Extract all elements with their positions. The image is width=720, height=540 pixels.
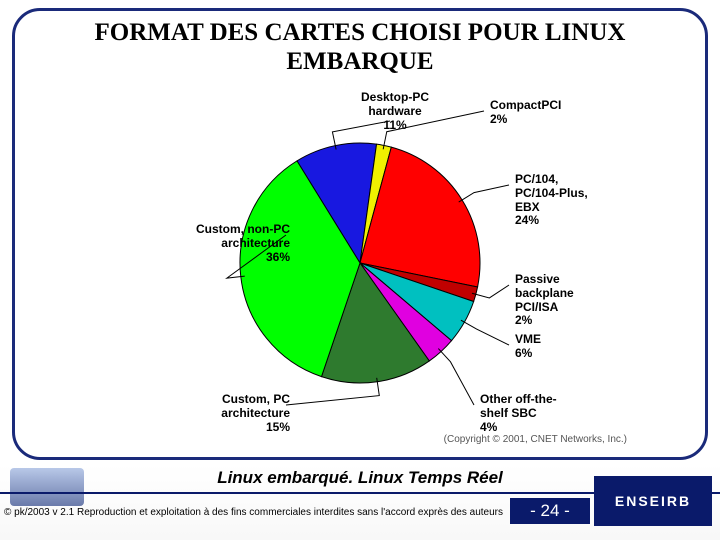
footer-legal: © pk/2003 v 2.1 Reproduction et exploita…	[4, 507, 520, 518]
pie-slice-label: PC/104,PC/104-Plus,EBX24%	[515, 173, 645, 228]
slide-title: FORMAT DES CARTES CHOISI POUR LINUX EMBA…	[33, 19, 687, 77]
pie-slice-label: VME6%	[515, 333, 645, 361]
content-frame: FORMAT DES CARTES CHOISI POUR LINUX EMBA…	[12, 8, 708, 460]
pie-slice-label: Other off-the-shelf SBC4%	[480, 393, 610, 434]
pie-slice-label: Desktop-PChardware11%	[330, 91, 460, 132]
pie-chart: Desktop-PChardware11%CompactPCI2%PC/104,…	[85, 83, 635, 443]
pie-slice-label: Custom, non-PCarchitecture36%	[160, 223, 290, 264]
footer-bar: Linux embarqué. Linux Temps Réel © pk/20…	[0, 464, 720, 540]
page-number: - 24 -	[510, 498, 590, 524]
pie-slice-label: PassivebackplanePCI/ISA2%	[515, 273, 645, 328]
footer-logo-right-text: ENSEIRB	[615, 493, 691, 509]
pie-slice-label: CompactPCI2%	[490, 99, 620, 127]
chart-copyright: (Copyright © 2001, CNET Networks, Inc.)	[444, 434, 627, 445]
footer-logo-right: ENSEIRB	[594, 476, 712, 526]
title-line-2: EMBARQUE	[286, 48, 433, 75]
title-line-1: FORMAT DES CARTES CHOISI POUR LINUX	[95, 19, 626, 46]
pie-slice-label: Custom, PCarchitecture15%	[160, 393, 290, 434]
slide: FORMAT DES CARTES CHOISI POUR LINUX EMBA…	[0, 0, 720, 540]
